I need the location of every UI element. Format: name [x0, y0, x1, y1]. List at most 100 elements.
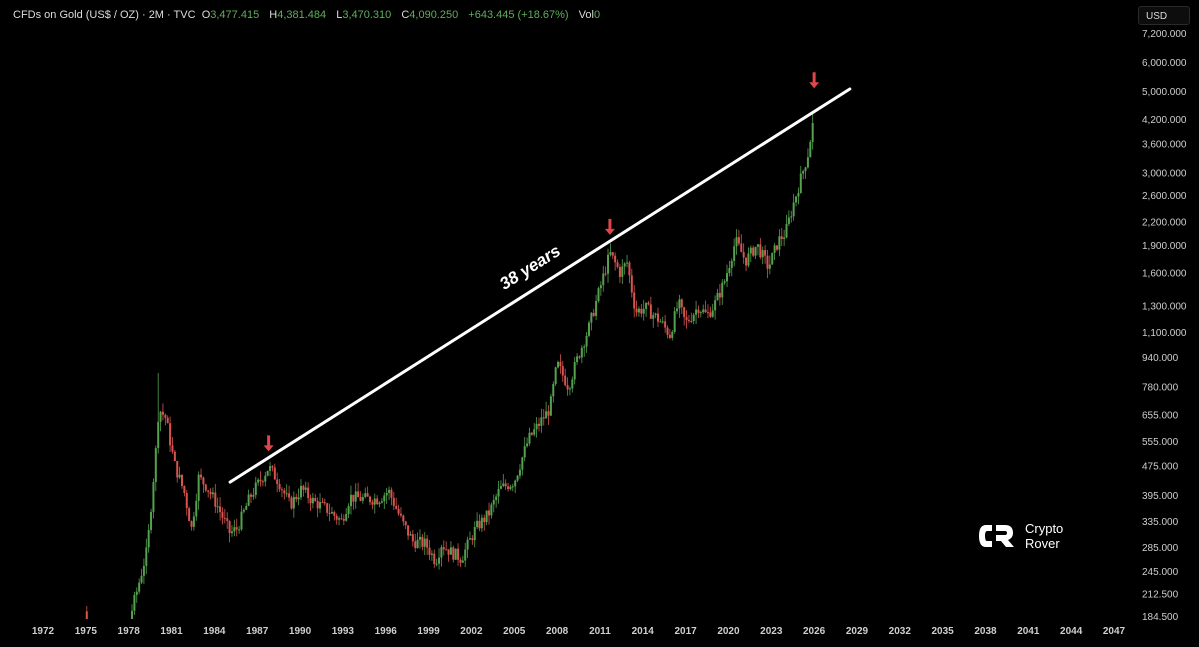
candle-body: [216, 506, 219, 508]
candle: [416, 532, 419, 549]
candle-body: [490, 504, 493, 516]
y-tick-label: 1,100.000: [1142, 328, 1187, 339]
candle: [554, 366, 557, 387]
candle-body: [566, 385, 569, 390]
candle: [602, 265, 605, 292]
candle-body: [169, 423, 172, 446]
candle: [380, 498, 383, 504]
candle: [390, 487, 393, 506]
candle-body: [466, 539, 469, 550]
candle-body: [207, 490, 210, 492]
candle-body: [716, 292, 719, 301]
candle: [592, 308, 595, 318]
candle: [761, 246, 764, 265]
candle-body: [357, 491, 360, 498]
open-label: O: [201, 9, 211, 21]
candle-body: [526, 443, 529, 447]
candle: [511, 483, 514, 492]
candle: [530, 432, 533, 436]
candle: [207, 490, 210, 498]
candle: [476, 512, 479, 530]
x-tick-label: 1999: [417, 626, 440, 637]
candle-body: [309, 498, 312, 504]
candle-body: [471, 538, 474, 541]
candle: [371, 499, 374, 510]
candle-body: [554, 367, 557, 384]
candle-body: [204, 484, 207, 491]
candle: [471, 535, 474, 545]
candle-body: [754, 246, 757, 256]
candle: [142, 558, 145, 585]
candle-body: [595, 300, 598, 316]
candle: [521, 456, 524, 476]
open-value: 3,477.415: [210, 9, 260, 21]
y-tick-label: 1,300.000: [1142, 301, 1187, 312]
y-tick-label: 7,200.000: [1142, 29, 1187, 40]
candle: [219, 497, 222, 521]
candle: [366, 486, 369, 497]
candle-body: [230, 531, 233, 534]
candle-body: [790, 216, 793, 218]
change-value: +643.445 (+18.67%): [468, 9, 569, 21]
x-tick-label: 1972: [32, 626, 55, 637]
candle: [169, 416, 172, 453]
candle-body: [314, 497, 317, 502]
candle: [635, 300, 638, 317]
candle: [150, 508, 153, 534]
candle-body: [221, 512, 224, 518]
candle: [756, 244, 759, 256]
y-tick-label: 2,200.000: [1142, 218, 1187, 229]
candle-body: [240, 511, 243, 530]
candle-body: [447, 549, 450, 555]
volume-label: Vol: [578, 9, 594, 21]
candle: [504, 479, 507, 490]
candle-body: [266, 470, 269, 476]
candle-body: [645, 302, 648, 309]
candle-body: [635, 308, 638, 313]
candle-body: [366, 493, 369, 497]
candle-body: [454, 548, 457, 560]
candle: [321, 497, 324, 504]
symbol-name: CFDs on Gold (US$ / OZ) · 2M · TVC: [13, 9, 196, 21]
candle-body: [183, 486, 186, 494]
candle: [614, 252, 617, 271]
candle: [395, 497, 398, 510]
candle: [259, 471, 262, 487]
candle: [326, 502, 329, 517]
candle: [145, 538, 148, 575]
candle: [723, 279, 726, 285]
candle: [359, 491, 362, 502]
candle: [604, 266, 607, 277]
x-tick-label: 2041: [1017, 626, 1040, 637]
candle: [352, 494, 355, 510]
y-tick-label: 1,900.000: [1142, 241, 1187, 252]
candle: [742, 243, 745, 264]
candle-body: [238, 529, 241, 531]
x-tick-label: 2023: [760, 626, 783, 637]
candle: [664, 314, 667, 333]
candle-body: [145, 547, 148, 566]
candle: [430, 550, 433, 561]
candle-body: [414, 541, 417, 548]
high-value: 4,381.484: [277, 9, 327, 21]
candle: [492, 494, 495, 513]
candle: [202, 476, 205, 493]
candle-body: [568, 388, 571, 390]
candle-body: [697, 309, 700, 313]
candle-body: [640, 308, 643, 314]
candle: [778, 229, 781, 257]
currency-button[interactable]: USD: [1138, 6, 1190, 25]
candle: [404, 520, 407, 530]
candle: [373, 493, 376, 514]
candle-body: [295, 496, 298, 500]
candle: [507, 482, 510, 492]
candle-body: [583, 346, 586, 348]
candle: [333, 510, 336, 521]
candle-body: [347, 506, 350, 514]
candle: [426, 534, 429, 556]
candle: [369, 495, 372, 506]
candle: [706, 304, 709, 319]
candle: [235, 518, 238, 537]
candle: [316, 497, 319, 518]
